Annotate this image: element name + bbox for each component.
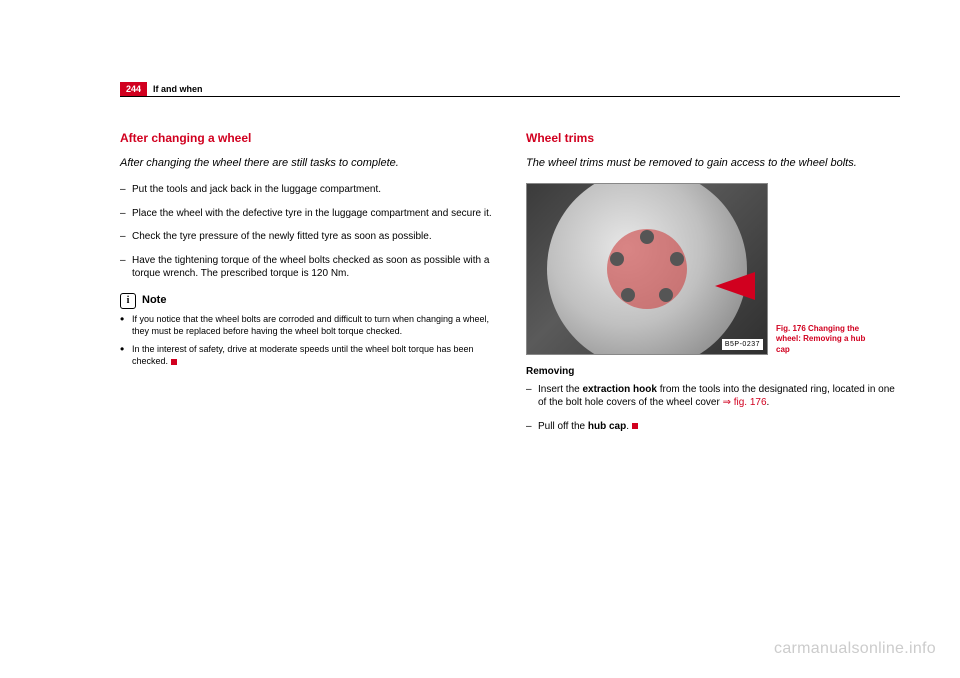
removing-subhead: Removing — [526, 365, 900, 379]
right-heading: Wheel trims — [526, 130, 900, 146]
step-item: – Insert the extraction hook from the to… — [526, 383, 900, 410]
info-icon: i — [120, 293, 136, 309]
fig-ref: ⇒ fig. 176 — [723, 397, 767, 408]
step-text: Pull off the hub cap. — [538, 420, 638, 434]
dash-icon: – — [120, 183, 132, 197]
t: . — [626, 421, 629, 432]
manual-page: 244 If and when After changing a wheel A… — [0, 0, 960, 678]
step-text: Have the tightening torque of the wheel … — [132, 254, 494, 281]
bolt-icon — [610, 252, 624, 266]
step-text: Insert the extraction hook from the tool… — [538, 383, 900, 410]
dash-icon: – — [526, 383, 538, 410]
right-intro: The wheel trims must be removed to gain … — [526, 156, 900, 171]
left-heading: After changing a wheel — [120, 130, 494, 146]
left-column: After changing a wheel After changing th… — [120, 130, 494, 443]
bolt-icon — [640, 230, 654, 244]
figure-wrap: B5P-0237 Fig. 176 Changing the wheel: Re… — [526, 183, 900, 355]
left-intro: After changing the wheel there are still… — [120, 156, 494, 171]
figure-176: B5P-0237 — [526, 183, 768, 355]
bullet-icon: • — [120, 313, 132, 337]
bolt-icon — [659, 288, 673, 302]
step-text: Put the tools and jack back in the lugga… — [132, 183, 381, 197]
dash-icon: – — [120, 207, 132, 221]
page-header: 244 If and when — [120, 82, 203, 96]
step-text: Place the wheel with the defective tyre … — [132, 207, 492, 221]
pull-arrow-icon — [715, 272, 755, 300]
step-item: – Place the wheel with the defective tyr… — [120, 207, 494, 221]
note-item: • In the interest of safety, drive at mo… — [120, 343, 494, 367]
section-title: If and when — [153, 84, 203, 94]
bullet-icon: • — [120, 343, 132, 367]
page-number-badge: 244 — [120, 82, 147, 96]
dash-icon: – — [120, 254, 132, 281]
end-square-icon — [171, 359, 177, 365]
figure-caption: Fig. 176 Changing the wheel: Removing a … — [776, 324, 866, 355]
bolt-icon — [621, 288, 635, 302]
note-text: In the interest of safety, drive at mode… — [132, 343, 494, 367]
t: Insert the — [538, 384, 582, 395]
note-text: If you notice that the wheel bolts are c… — [132, 313, 494, 337]
t: . — [767, 397, 770, 408]
t-bold: hub cap — [588, 421, 626, 432]
step-item: – Put the tools and jack back in the lug… — [120, 183, 494, 197]
dash-icon: – — [120, 230, 132, 244]
note-item: • If you notice that the wheel bolts are… — [120, 313, 494, 337]
header-rule — [120, 96, 900, 97]
image-code: B5P-0237 — [722, 339, 763, 350]
note-title: Note — [142, 293, 166, 308]
right-column: Wheel trims The wheel trims must be remo… — [526, 130, 900, 443]
step-item: – Have the tightening torque of the whee… — [120, 254, 494, 281]
dash-icon: – — [526, 420, 538, 434]
t: Pull off the — [538, 421, 588, 432]
step-text: Check the tyre pressure of the newly fit… — [132, 230, 432, 244]
note-header: i Note — [120, 293, 494, 309]
bolt-icon — [670, 252, 684, 266]
end-square-icon — [632, 423, 638, 429]
content-columns: After changing a wheel After changing th… — [120, 130, 900, 443]
step-item: – Pull off the hub cap. — [526, 420, 900, 434]
t-bold: extraction hook — [582, 384, 656, 395]
watermark: carmanualsonline.info — [774, 640, 936, 658]
note-text-inner: In the interest of safety, drive at mode… — [132, 344, 474, 366]
step-item: – Check the tyre pressure of the newly f… — [120, 230, 494, 244]
